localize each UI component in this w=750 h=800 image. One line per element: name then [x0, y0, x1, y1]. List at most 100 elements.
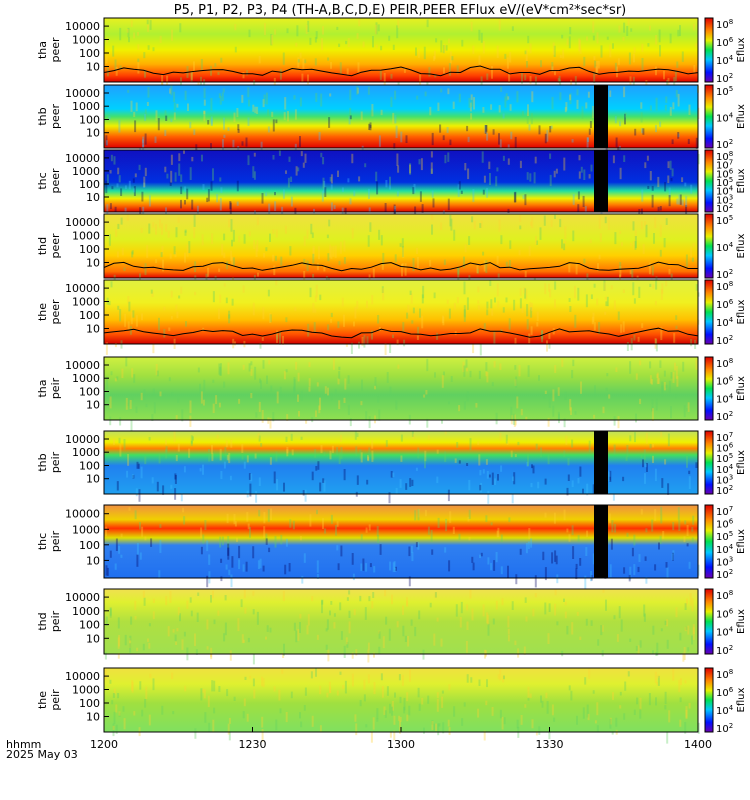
- flux-texture: [424, 450, 427, 462]
- flux-texture: [227, 723, 230, 735]
- flux-texture: [695, 284, 698, 291]
- flux-texture: [507, 96, 510, 100]
- flux-texture: [153, 402, 156, 414]
- flux-texture: [224, 622, 227, 636]
- flux-texture: [685, 196, 688, 207]
- flux-texture: [682, 361, 685, 372]
- flux-texture: [343, 257, 346, 264]
- flux-texture: [593, 414, 596, 419]
- flux-texture: [130, 419, 133, 433]
- flux-texture: [674, 71, 677, 82]
- flux-texture: [618, 606, 621, 619]
- flux-texture: [290, 433, 293, 441]
- flux-texture: [609, 564, 612, 578]
- flux-texture: [363, 335, 366, 348]
- flux-texture: [671, 553, 674, 561]
- flux-texture: [297, 167, 300, 172]
- flux-texture: [259, 342, 262, 349]
- flux-texture: [594, 720, 597, 724]
- flux-texture: [215, 395, 218, 405]
- flux-texture: [130, 312, 133, 325]
- flux-texture: [351, 652, 354, 659]
- flux-texture: [307, 323, 310, 337]
- flux-texture: [651, 519, 654, 532]
- flux-texture: [165, 115, 168, 121]
- flux-texture: [366, 336, 369, 345]
- panel-probe-label: tha: [36, 41, 49, 59]
- flux-texture: [174, 634, 177, 641]
- flux-texture: [329, 610, 331, 616]
- flux-texture: [448, 38, 450, 44]
- flux-texture: [117, 637, 120, 649]
- flux-texture: [604, 296, 607, 300]
- flux-texture: [445, 45, 448, 51]
- flux-texture: [501, 716, 504, 730]
- flux-texture: [221, 536, 224, 546]
- flux-texture: [614, 115, 617, 124]
- flux-texture: [269, 233, 271, 242]
- colorbar-tick-label: 108: [716, 280, 733, 293]
- flux-texture: [282, 335, 284, 345]
- flux-texture: [391, 594, 393, 605]
- flux-texture: [170, 170, 173, 183]
- flux-texture: [391, 706, 393, 716]
- flux-texture: [184, 90, 187, 101]
- flux-texture: [504, 53, 507, 59]
- flux-texture: [678, 679, 681, 693]
- flux-texture: [183, 631, 186, 637]
- flux-texture: [146, 19, 149, 25]
- flux-texture: [349, 418, 352, 427]
- flux-texture: [633, 564, 636, 576]
- flux-texture: [163, 329, 166, 338]
- flux-texture: [403, 67, 406, 73]
- colorbar-tick-label: 106: [716, 607, 734, 620]
- flux-texture: [318, 405, 321, 414]
- flux-texture: [503, 717, 506, 725]
- flux-texture: [242, 639, 245, 643]
- flux-texture: [660, 506, 663, 515]
- flux-texture: [486, 471, 489, 479]
- flux-texture: [631, 547, 634, 557]
- flux-texture: [315, 92, 318, 102]
- flux-texture: [339, 602, 342, 611]
- flux-texture: [525, 49, 528, 62]
- flux-texture: [313, 322, 316, 333]
- flux-texture: [638, 286, 641, 298]
- flux-texture: [645, 528, 648, 533]
- flux-texture: [104, 669, 107, 680]
- flux-texture: [123, 718, 126, 730]
- flux-texture: [106, 567, 109, 576]
- flux-texture: [161, 705, 164, 715]
- flux-texture: [648, 262, 651, 275]
- flux-texture: [208, 722, 211, 733]
- flux-texture: [241, 634, 244, 644]
- flux-texture: [489, 280, 492, 286]
- flux-texture: [295, 361, 298, 370]
- flux-texture: [115, 538, 118, 551]
- flux-texture: [550, 220, 553, 227]
- flux-texture: [131, 368, 134, 378]
- flux-texture: [453, 302, 456, 310]
- flux-texture: [231, 239, 233, 247]
- flux-texture: [548, 603, 551, 612]
- flux-texture: [623, 86, 626, 98]
- flux-texture: [392, 112, 395, 124]
- flux-texture: [663, 70, 665, 80]
- colorbar-tick-label: 107: [716, 505, 733, 518]
- flux-texture: [130, 20, 133, 27]
- flux-texture: [261, 410, 264, 423]
- flux-texture: [297, 394, 299, 402]
- flux-texture: [223, 381, 226, 388]
- flux-texture: [361, 336, 364, 346]
- flux-texture: [549, 153, 552, 159]
- flux-texture: [504, 96, 507, 108]
- flux-texture: [139, 552, 142, 560]
- flux-texture: [676, 376, 679, 387]
- flux-texture: [671, 168, 674, 177]
- flux-texture: [326, 234, 329, 239]
- flux-texture: [695, 137, 698, 149]
- flux-texture: [250, 369, 253, 376]
- flux-texture: [283, 112, 286, 120]
- flux-texture: [359, 449, 362, 459]
- flux-texture: [327, 649, 330, 662]
